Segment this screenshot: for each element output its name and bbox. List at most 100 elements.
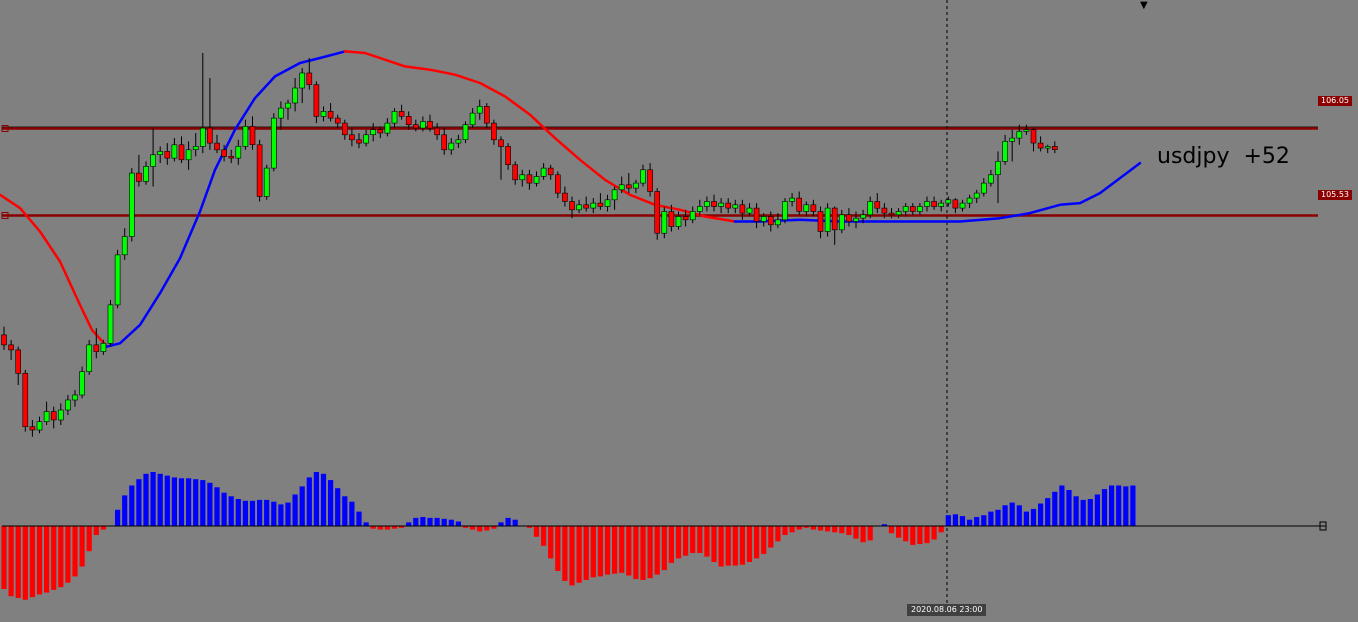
histogram-bar-67 [477,526,483,532]
candle-109 [775,213,781,229]
candle-60 [427,114,433,132]
histogram-bar-12 [86,526,92,552]
histogram-bar-7 [51,526,57,590]
candle-body [107,304,114,344]
candle-82 [583,196,590,212]
candle-39 [278,101,284,130]
candle-body [427,121,433,129]
candle-body [1037,142,1044,149]
histogram-bar-45 [320,473,327,526]
histogram-bar-126 [896,526,902,538]
candle-body [817,211,824,232]
histogram-bar-141 [1002,505,1008,526]
candle-76 [540,163,547,180]
candle-body [164,151,171,159]
chart-menu-arrow-icon[interactable]: ▼ [1140,0,1148,11]
candle-body [789,197,795,202]
histogram-bar-127 [903,526,909,542]
candle-38 [270,113,277,172]
histogram-bar-81 [576,526,582,583]
histogram-bar-64 [455,521,461,526]
candle-body [306,72,313,85]
histogram-bar-87 [619,526,625,573]
candle-body [909,206,916,212]
histogram-bar-14 [100,526,106,530]
histogram-bar-125 [888,526,895,534]
candle-body [1044,146,1051,149]
candle-body [924,201,930,207]
candle-16 [114,249,121,309]
histogram-bar-143 [1016,505,1022,526]
histogram-bar-109 [775,526,781,542]
histogram-bar-110 [782,526,788,535]
candle-body [214,142,220,151]
candle-92 [654,188,661,240]
candle-22 [157,146,163,164]
candle-2 [15,346,21,385]
candle-body [221,149,227,157]
candle-body [377,129,384,134]
candle-70 [498,136,504,180]
candle-58 [412,119,419,132]
candle-body [15,349,21,374]
candle-36 [256,139,263,202]
candle-body [675,216,682,227]
histogram-bar-111 [789,526,795,533]
candle-94 [668,204,675,232]
candle-144 [1023,124,1030,135]
histogram-bar-11 [79,526,85,567]
histogram-bar-3 [22,526,28,600]
candle-79 [562,186,568,207]
candle-body [526,174,533,184]
histogram-bar-37 [264,499,270,526]
candle-body [150,154,156,167]
candle-body [647,169,653,192]
candle-102 [725,198,732,214]
candle-body [846,214,852,222]
candle-body [746,207,753,214]
candle-body [689,211,696,221]
histogram-bar-85 [604,526,611,575]
candle-body [356,139,362,144]
ma-segment-2 [343,50,737,223]
histogram-bar-159 [1130,485,1136,526]
histogram-bar-115 [817,526,824,531]
histogram-bar-35 [249,500,256,526]
candle-body [171,144,178,159]
histogram-bar-18 [129,485,135,526]
candle-body [65,399,71,411]
candle-body [995,161,1001,175]
candle-148 [1052,141,1058,154]
candle-68 [483,103,490,129]
candle-body [945,199,952,204]
level-handle-1[interactable] [1,212,9,219]
candle-78 [554,171,561,199]
histogram-bar-130 [924,526,930,544]
histogram-bar-96 [683,526,689,556]
candle-93 [661,206,668,239]
histogram-bar-49 [349,501,355,526]
candle-130 [924,196,930,212]
price-tag-upper: 106.05 [1318,96,1352,106]
histogram-bar-138 [981,515,987,526]
candle-15 [107,299,114,347]
candle-4 [29,420,36,437]
histogram-bar-20 [143,473,149,526]
level-handle-0[interactable] [1,125,9,132]
candle-137 [973,189,980,204]
candle-104 [739,199,746,220]
candle-body [540,167,547,177]
candle-body [519,174,526,181]
candle-12 [86,339,92,375]
candle-116 [824,203,831,237]
candle-125 [888,208,895,219]
histogram-bar-86 [612,526,618,574]
candle-body [853,217,859,222]
candle-63 [448,138,455,155]
candle-23 [164,143,171,165]
candle-71 [505,143,511,170]
candle-55 [391,108,398,129]
candle-body [256,144,263,197]
